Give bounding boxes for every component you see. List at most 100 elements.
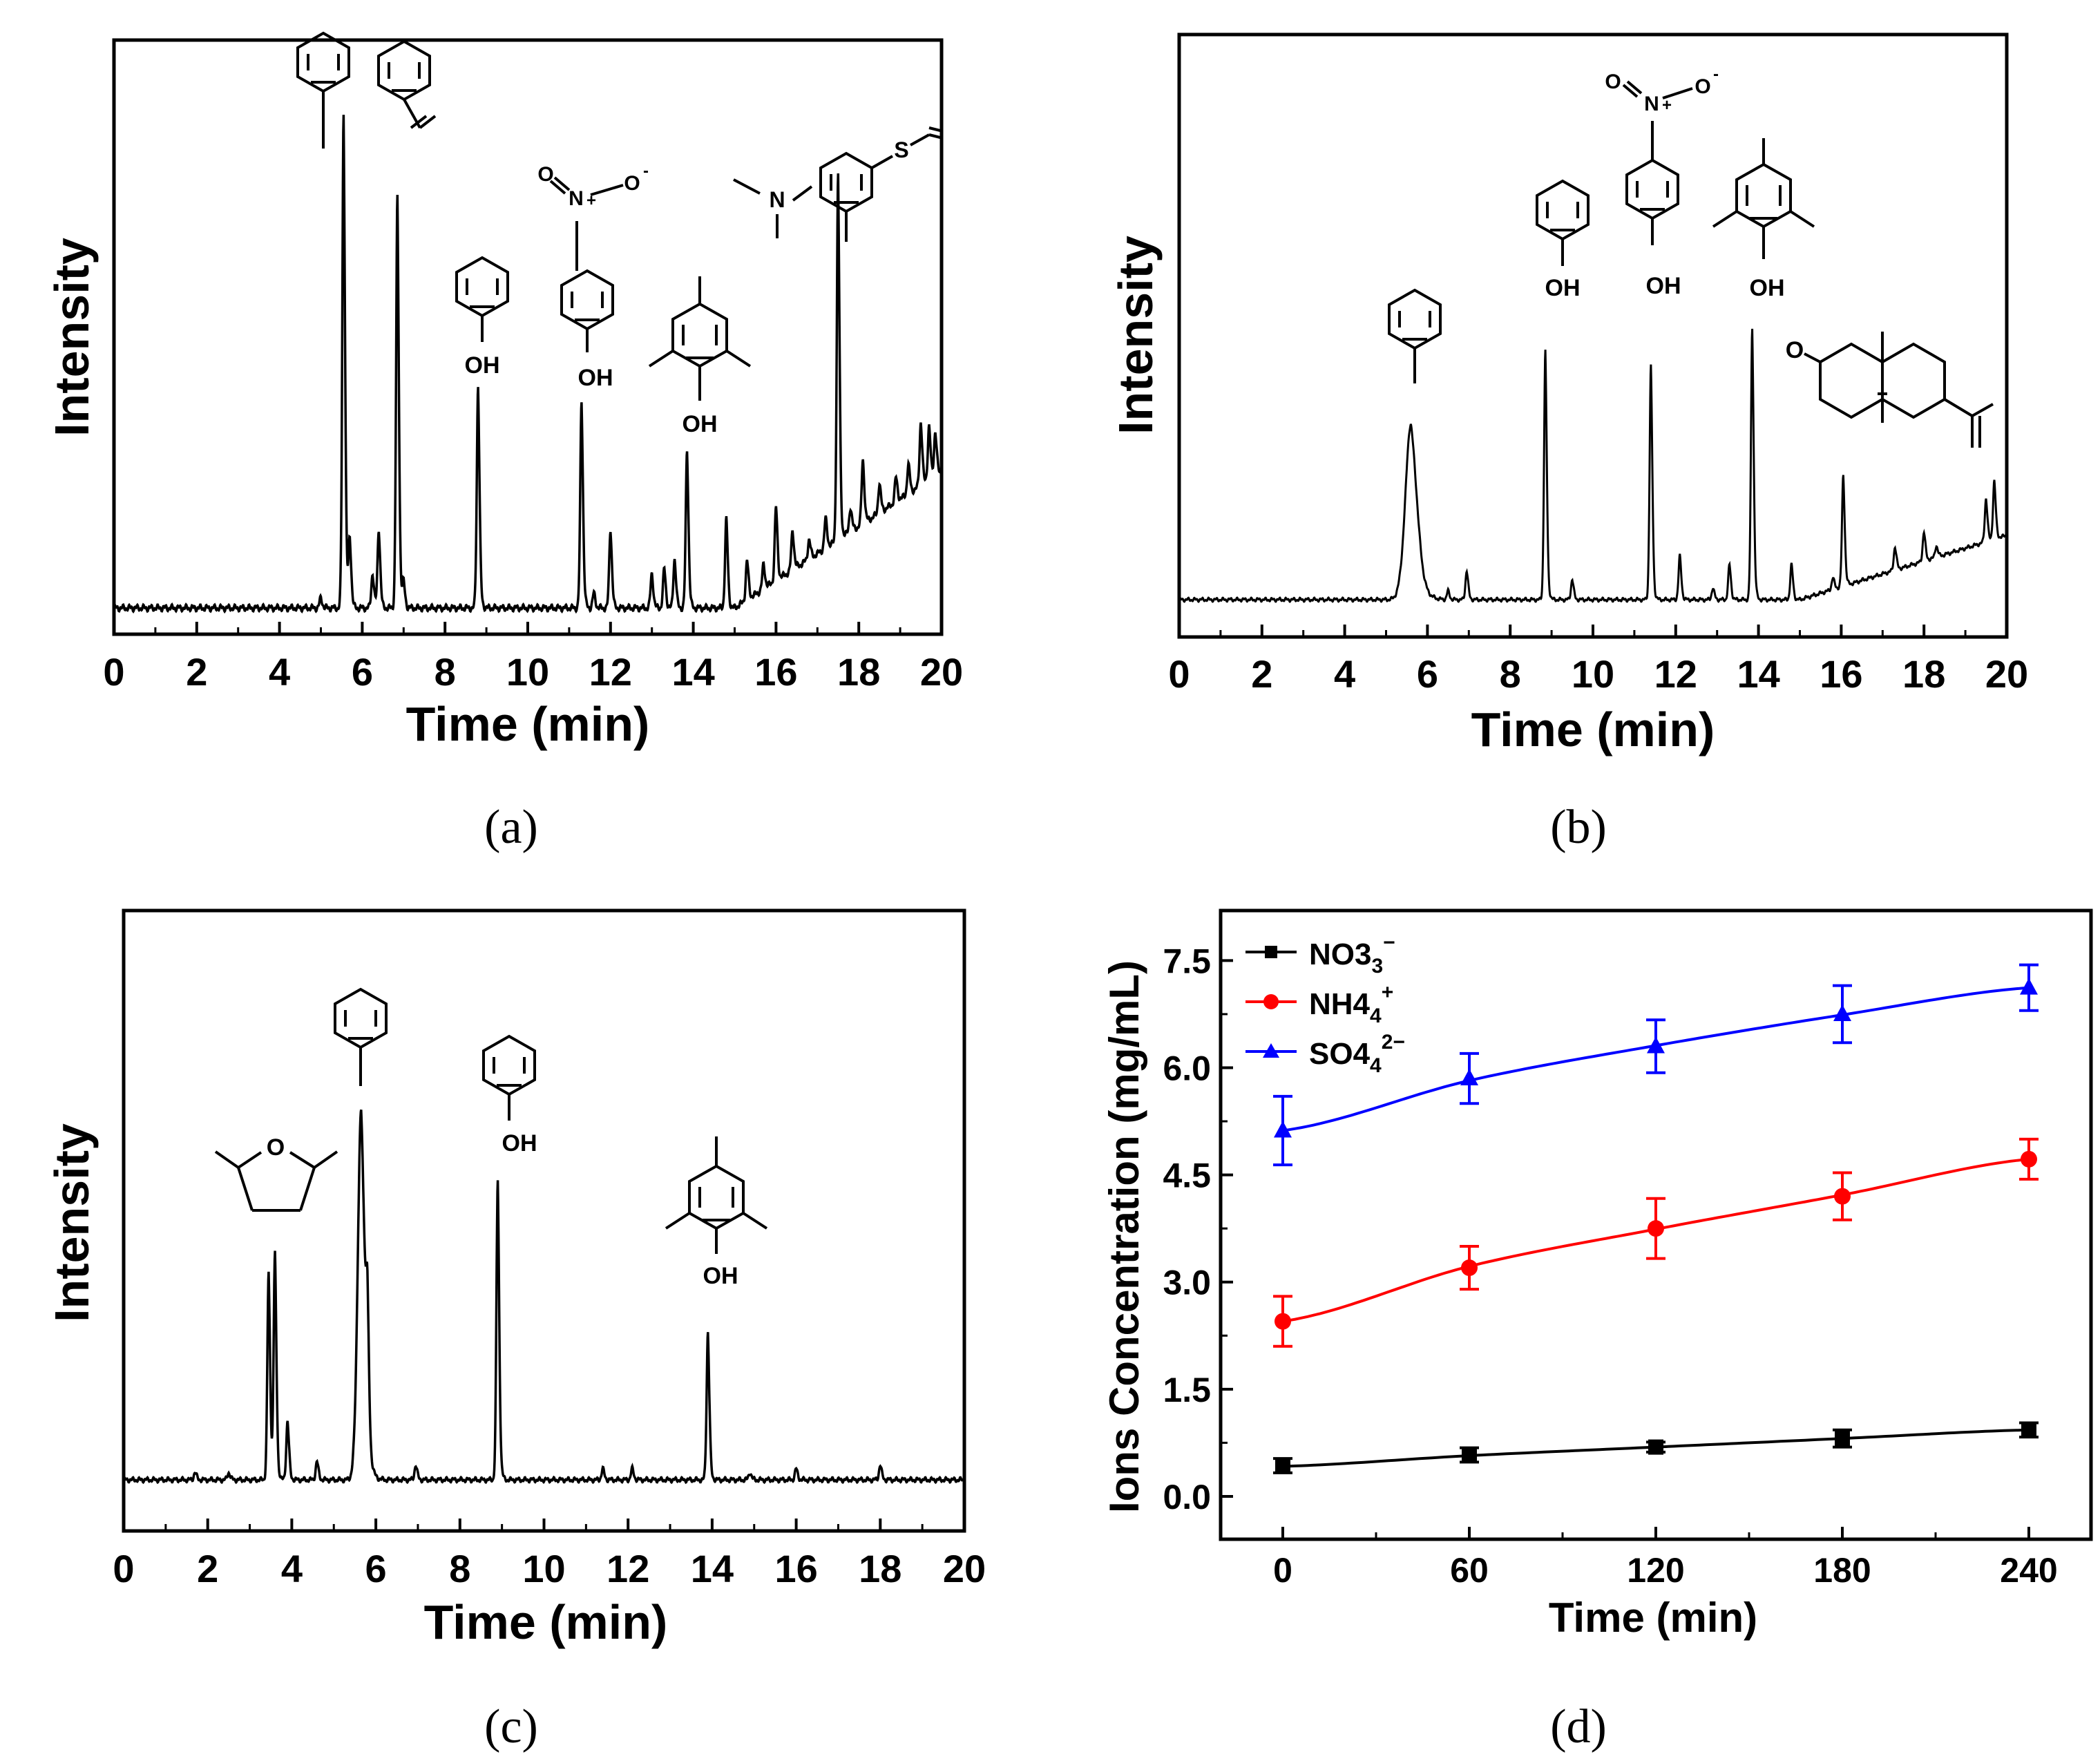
x-tick-label: 2 — [186, 650, 207, 694]
x-axis-title: Time (min) — [1549, 1595, 1757, 1641]
x-tick-label: 60 — [1450, 1551, 1489, 1590]
x-axis-ticks: 0 2 4 6 8 10 12 14 16 18 20 — [103, 622, 963, 694]
x-axis-ticks: 0 60 120 180 240 — [1273, 1527, 2058, 1590]
data-point — [1460, 1069, 1478, 1086]
data-point — [1648, 1220, 1664, 1237]
oh-label: OH — [502, 1130, 537, 1156]
x-tick-label: 6 — [365, 1547, 387, 1590]
oxygen-label: O — [624, 172, 640, 195]
oh-label: OH — [703, 1263, 738, 1289]
structure-trimethylphenol: OH — [1712, 138, 1815, 301]
series-no3 — [1273, 1421, 2039, 1474]
x-tick-label: 16 — [754, 650, 797, 694]
data-point — [1275, 1458, 1290, 1474]
panel-a: 0 2 4 6 8 10 12 14 16 18 20 Intensity Time (min) (… — [45, 31, 963, 854]
data-point — [1275, 1313, 1291, 1330]
x-axis-title: Time (min) — [1471, 703, 1715, 756]
x-axis-ticks: 0 2 4 6 8 10 12 14 16 18 20 — [1168, 625, 2028, 696]
oxygen-label: O — [267, 1134, 285, 1161]
x-tick-label: 12 — [607, 1547, 649, 1590]
data-point — [2020, 978, 2038, 995]
x-tick-label: 18 — [859, 1547, 901, 1590]
x-tick-label: 0 — [1168, 652, 1190, 696]
series-layer — [1273, 963, 2039, 1474]
x-tick-label: 240 — [2000, 1551, 2057, 1590]
x-tick-label: 4 — [1334, 652, 1355, 696]
panel-caption: (b) — [1550, 801, 1607, 854]
x-tick-label: 0 — [1273, 1551, 1292, 1590]
x-tick-label: 0 — [113, 1547, 134, 1590]
nitrogen-label: N — [769, 187, 785, 212]
y-axis-title: Intensity — [45, 238, 99, 437]
panel-c: 0 2 4 6 8 10 12 14 16 18 20 Intensity Time (min) (… — [45, 908, 986, 1753]
data-point — [1835, 1431, 1850, 1447]
x-tick-label: 20 — [920, 650, 963, 694]
panel-caption: (d) — [1550, 1700, 1607, 1753]
plot-frame — [122, 908, 966, 1533]
series-so4 — [1273, 963, 2039, 1167]
structure-phenol: OH — [482, 1034, 537, 1156]
legend: NO33− NH44+ SO442− — [1245, 931, 1405, 1077]
structure-phenol: OH — [455, 256, 509, 379]
x-tick-label: 6 — [1417, 652, 1438, 696]
x-tick-label: 12 — [589, 650, 632, 694]
oxygen-label: O — [1605, 70, 1621, 93]
legend-label: NH44+ — [1309, 981, 1393, 1027]
x-tick-label: 8 — [449, 1547, 470, 1590]
nitrogen-label: N — [1644, 93, 1659, 115]
x-tick-label: 18 — [1902, 652, 1945, 696]
x-tick-label: 0 — [103, 650, 124, 694]
data-point — [1834, 1188, 1851, 1205]
structure-phenol: OH — [1536, 179, 1590, 301]
x-tick-label: 6 — [352, 650, 373, 694]
y-axis-title: Ions Concentration (mg/mL) — [1101, 960, 1147, 1513]
x-tick-label: 14 — [1737, 652, 1779, 696]
oxygen-label: O — [1695, 75, 1710, 98]
structure-4-nitrophenol: N + O O - OH — [537, 162, 649, 391]
y-axis-ticks: 0.0 1.5 3.0 4.5 6.0 7.5 — [1163, 942, 1233, 1516]
x-tick-label: 14 — [691, 1547, 734, 1590]
x-tick-label: 20 — [943, 1547, 986, 1590]
x-tick-label: 16 — [1820, 652, 1862, 696]
oxygen-label: O — [1786, 337, 1804, 363]
y-tick-label: 0.0 — [1163, 1478, 1211, 1516]
structure-4-nitrophenol: N + O O - OH — [1605, 65, 1719, 299]
x-tick-label: 16 — [774, 1547, 817, 1590]
x-axis-ticks: 0 2 4 6 8 10 12 14 16 18 20 — [113, 1519, 986, 1590]
oxygen-charge: - — [643, 162, 649, 180]
data-point — [1462, 1447, 1477, 1463]
nitrogen-label: N — [569, 187, 584, 210]
legend-item-nh4: NH44+ — [1245, 981, 1393, 1027]
structure-toluene — [334, 987, 388, 1086]
legend-label: SO442− — [1309, 1031, 1405, 1077]
panel-d: 0.0 1.5 3.0 4.5 6.0 7.5 0 60 120 180 240 Ions Con… — [1101, 908, 2093, 1753]
y-tick-label: 3.0 — [1163, 1264, 1211, 1302]
structure-toluene — [296, 31, 350, 149]
panel-caption: (a) — [484, 801, 538, 854]
y-tick-label: 7.5 — [1163, 942, 1211, 980]
data-point — [1461, 1259, 1478, 1277]
oh-label: OH — [465, 352, 500, 379]
structure-dimethylaniline-thioether: N S — [733, 126, 944, 242]
sulfur-label: S — [894, 137, 908, 162]
x-tick-label: 10 — [1572, 652, 1614, 696]
oh-label: OH — [682, 411, 718, 437]
oxygen-charge: - — [1713, 65, 1719, 84]
series-nh4 — [1273, 1137, 2039, 1348]
x-tick-label: 8 — [435, 650, 456, 694]
legend-label: NO33− — [1309, 931, 1395, 978]
y-tick-label: 4.5 — [1163, 1156, 1211, 1195]
x-axis-title: Time (min) — [424, 1595, 668, 1649]
y-tick-label: 6.0 — [1163, 1049, 1211, 1088]
x-tick-label: 2 — [1251, 652, 1272, 696]
y-tick-label: 1.5 — [1163, 1371, 1211, 1409]
x-tick-label: 2 — [197, 1547, 218, 1590]
x-tick-label: 4 — [269, 650, 290, 694]
nitrogen-charge: + — [586, 191, 596, 210]
y-axis-title: Intensity — [1109, 236, 1163, 435]
structure-trimethylphenol: OH — [648, 276, 752, 437]
x-tick-label: 120 — [1627, 1551, 1684, 1590]
data-point — [1833, 1004, 1851, 1021]
nitrogen-charge: + — [1662, 96, 1672, 115]
x-tick-label: 8 — [1500, 652, 1521, 696]
